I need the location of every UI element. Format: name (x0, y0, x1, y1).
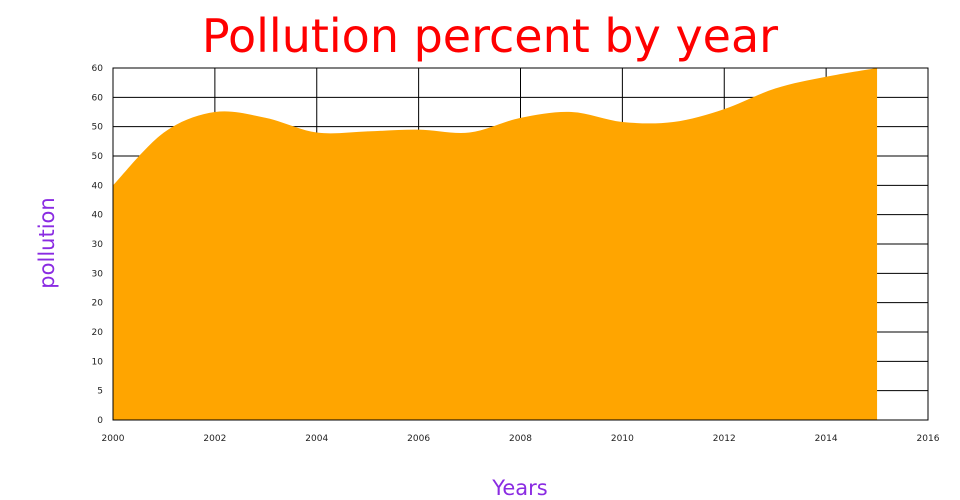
y-tick-label: 20 (92, 328, 104, 338)
y-tick-label: 40 (92, 181, 104, 191)
x-tick-label: 2002 (203, 434, 226, 444)
y-tick-label: 30 (92, 240, 104, 250)
x-tick-label: 2006 (407, 434, 430, 444)
y-tick-label: 40 (92, 211, 104, 221)
y-tick-label: 50 (92, 152, 104, 162)
x-tick-label: 2014 (815, 434, 838, 444)
x-tick-label: 2000 (102, 434, 125, 444)
x-tick-label: 2016 (917, 434, 940, 444)
plot-frame (112, 67, 929, 421)
chart-title: Pollution percent by year (201, 9, 779, 63)
x-tick-label: 2012 (713, 434, 736, 444)
y-tick-label: 50 (92, 123, 104, 133)
x-tick-label: 2008 (509, 434, 532, 444)
x-tick-label: 2004 (305, 434, 328, 444)
y-tick-label: 0 (97, 416, 103, 426)
y-tick-label: 5 (97, 387, 103, 397)
pollution-area (113, 68, 878, 420)
y-tick-label: 30 (92, 269, 104, 279)
y-tick-label: 60 (92, 64, 104, 74)
y-tick-label: 20 (92, 299, 104, 309)
x-tick-label: 2010 (611, 434, 634, 444)
x-axis-label: Years (492, 476, 548, 500)
y-tick-label: 60 (92, 93, 104, 103)
y-tick-label: 10 (92, 357, 104, 367)
